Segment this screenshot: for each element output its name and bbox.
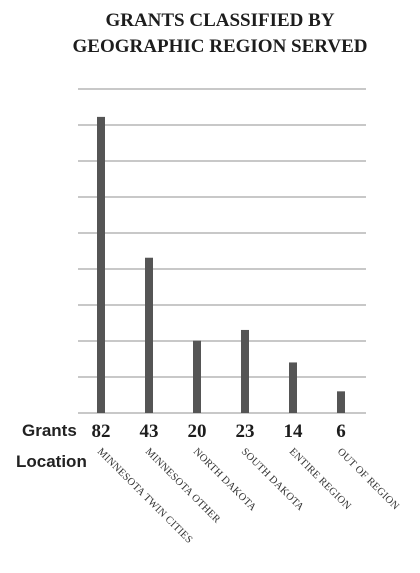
chart-title-line-2: GEOGRAPHIC REGION SERVED: [72, 36, 368, 57]
grants-row-label: Grants: [22, 421, 77, 440]
bar: [289, 362, 297, 413]
chart-title: GRANTS CLASSIFIED BY GEOGRAPHIC REGION S…: [20, 8, 420, 60]
bars: [97, 116, 345, 413]
category-label: MINNESOTA TWIN CITIES: [95, 446, 195, 546]
location-row-label: Location: [16, 452, 87, 471]
value-label: 23: [236, 421, 255, 442]
bar: [145, 257, 153, 413]
bar: [193, 340, 201, 413]
value-label: 14: [284, 421, 304, 442]
value-label: 6: [336, 421, 346, 442]
value-label: 43: [140, 421, 159, 442]
gridlines: [78, 88, 366, 414]
bar: [97, 116, 105, 413]
value-label: 82: [92, 421, 111, 442]
bar: [337, 391, 345, 413]
value-labels: 82 43 20 23 14 6: [92, 421, 346, 442]
value-label: 20: [188, 421, 207, 442]
bar: [241, 329, 249, 413]
chart-title-line-1: GRANTS CLASSIFIED BY: [105, 10, 335, 31]
